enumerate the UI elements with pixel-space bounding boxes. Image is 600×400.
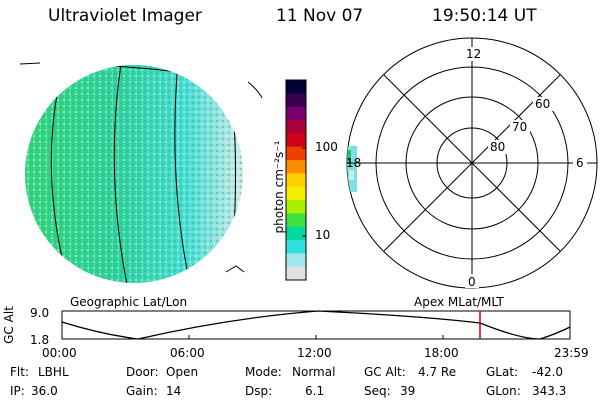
altitude-xtick-0600: 06:00 [170,346,205,360]
colorbar-segment [286,186,306,201]
altitude-plot [61,310,571,340]
status-dsp-key: Dsp: [245,384,273,398]
status-gcalt-value: 4.7 Re [418,365,457,379]
left-panel-title: Geographic Lat/Lon [70,295,188,309]
colorbar-frame [285,79,307,281]
color-bar [285,79,307,281]
altitude-xtick-1200: 12:00 [297,346,332,360]
mlat-label-60: 60 [535,97,551,111]
colorbar-segment [286,213,306,228]
colorbar-unit-label: photon cm⁻²s⁻¹ [272,140,286,234]
status-mode-key: Mode: [245,365,282,379]
status-seq-value: 39 [400,384,416,398]
status-glat-value: -42.0 [532,365,564,379]
status-gcalt-key: GC Alt: [364,365,406,379]
polar-auroral-sliver [347,146,357,192]
status-ip-value: 36.0 [31,384,58,398]
colorbar-tick-100: 100 [315,140,338,154]
colorbar-segment [286,253,306,268]
colorbar-tick-10: 10 [315,228,331,242]
status-filter-value: LBHL [38,365,69,379]
colorbar-segment [286,160,306,174]
mlat-label-80: 80 [490,140,506,154]
mlat-label-70: 70 [512,120,528,134]
status-glon-value: 343.3 [532,384,567,398]
status-door-value: Open [166,365,199,379]
colorbar-segment [286,120,306,134]
mlt-label-6: 6 [576,156,584,170]
right-panel-title: Apex MLat/MLT [414,295,504,309]
instrument-title: Ultraviolet Imager [48,6,202,26]
status-glon-key: GLon: [486,384,521,398]
status-gain-value: 14 [166,384,182,398]
colorbar-segment [286,106,306,121]
status-gain-key: Gain: [126,384,158,398]
header-time: 19:50:14 UT [432,6,537,26]
status-door-key: Door: [126,365,159,379]
colorbar-segment [286,226,306,241]
altitude-xtick-0000: 00:00 [42,346,77,360]
status-seq-key: Seq: [364,384,391,398]
colorbar-segment [286,146,306,161]
altitude-xtick-1800: 18:00 [424,346,459,360]
colorbar-segment [286,200,306,214]
mlt-label-12: 12 [466,47,482,61]
altitude-ylabel: GC Alt [2,306,16,344]
status-glat-key: GLat: [486,365,519,379]
altitude-xtick-2359: 23:59 [554,346,589,360]
geographic-auroral-image [19,62,263,283]
altitude-ytick-top: 9.0 [30,306,50,320]
status-dsp-value: 6.1 [305,384,325,398]
colorbar-segment [286,173,306,188]
colorbar-segment [286,133,306,148]
status-filter-key: Flt: [10,365,29,379]
colorbar-segment [286,80,306,94]
altitude-ytick-bottom: 1.8 [30,333,50,347]
header-date: 11 Nov 07 [276,6,364,26]
polar-mlat-mlt-plot [346,37,598,289]
status-mode-value: Normal [292,365,336,379]
colorbar-segment [286,266,306,281]
colorbar-segment [286,240,306,254]
status-ip-key: IP: [10,384,25,398]
mlt-label-18: 18 [346,156,362,170]
mlt-label-0: 0 [468,275,476,289]
colorbar-segment [286,93,306,108]
